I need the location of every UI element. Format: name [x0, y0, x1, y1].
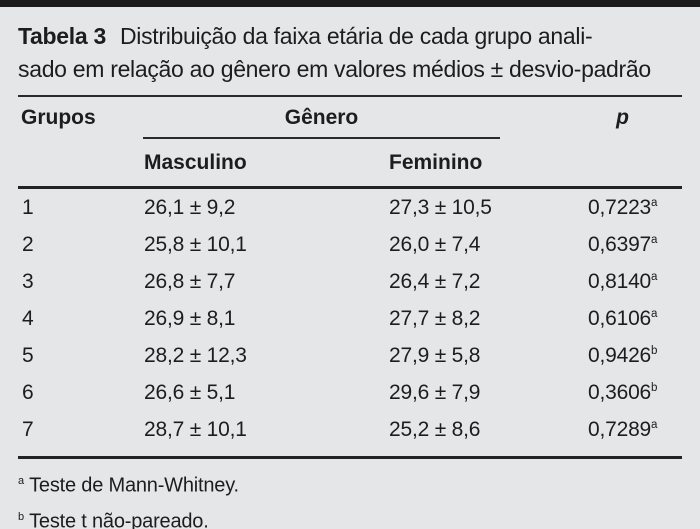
footnote-a-marker: a [18, 475, 25, 487]
cell-male: 26,1 ± 9,2 [144, 195, 236, 219]
header-groups: Grupos [21, 106, 96, 129]
footnote-b-text: Teste t não-pareado. [29, 510, 209, 529]
caption-rule [18, 95, 682, 97]
table-row: 7 28,7 ± 10,1 25,2 ± 8,6 0,7289a [18, 411, 682, 448]
cell-female: 26,4 ± 7,2 [389, 269, 481, 293]
p-value: 0,3606 [588, 380, 652, 404]
cell-group: 2 [22, 232, 34, 256]
top-rule [0, 0, 700, 7]
p-value: 0,9426 [588, 343, 652, 367]
table-row: 4 26,9 ± 8,1 27,7 ± 8,2 0,6106a [18, 300, 682, 337]
p-marker: b [651, 381, 658, 394]
cell-female: 27,7 ± 8,2 [389, 306, 481, 330]
footnote-a-text: Teste de Mann-Whitney. [29, 474, 239, 497]
caption-line-1: Tabela 3 Distribuição da faixa etária de … [18, 20, 682, 53]
cell-male: 26,9 ± 8,1 [144, 306, 236, 330]
caption-line-2: sado em relação ao gênero em valores méd… [18, 56, 651, 82]
cell-female: 26,0 ± 7,4 [389, 232, 481, 256]
table-subheader-row: Masculino Feminino [18, 139, 682, 186]
cell-group: 7 [22, 417, 34, 441]
cell-p: 0,3606b [583, 381, 682, 405]
p-value: 0,7289 [588, 417, 652, 441]
cell-male: 25,8 ± 10,1 [144, 232, 247, 256]
cell-p: 0,7289a [583, 418, 682, 442]
header-female: Feminino [389, 150, 483, 174]
table-row: 6 26,6 ± 5,1 29,6 ± 7,9 0,3606b [18, 374, 682, 411]
cell-female: 27,9 ± 5,8 [389, 343, 481, 367]
cell-p: 0,9426b [583, 344, 682, 368]
p-marker: a [651, 196, 658, 209]
table-row: 1 26,1 ± 9,2 27,3 ± 10,5 0,7223a [18, 189, 682, 226]
cell-female: 29,6 ± 7,9 [389, 380, 481, 404]
header-rule [18, 186, 682, 189]
p-value: 0,6106 [588, 306, 652, 330]
table-body: 1 26,1 ± 9,2 27,3 ± 10,5 0,7223a 2 25,8 … [18, 189, 682, 456]
table-row: 2 25,8 ± 10,1 26,0 ± 7,4 0,6397a [18, 226, 682, 263]
header-p: p [616, 106, 629, 129]
cell-group: 1 [22, 195, 34, 219]
cell-p: 0,6106a [583, 307, 682, 331]
p-value: 0,7223 [588, 195, 652, 219]
header-gender-span: Gênero [143, 106, 583, 139]
table-caption: Tabela 3 Distribuição da faixa etária de … [18, 20, 682, 86]
p-value: 0,8140 [588, 269, 652, 293]
footnotes: a Teste de Mann-Whitney. b Teste t não-par… [18, 466, 682, 529]
footer-rule [18, 456, 682, 459]
cell-group: 5 [22, 343, 34, 367]
p-marker: a [651, 418, 658, 431]
cell-p: 0,6397a [583, 233, 682, 257]
cell-female: 27,3 ± 10,5 [389, 195, 492, 219]
p-value: 0,6397 [588, 232, 652, 256]
cell-group: 4 [22, 306, 34, 330]
table-row: 3 26,8 ± 7,7 26,4 ± 7,2 0,8140a [18, 263, 682, 300]
p-marker: b [651, 344, 658, 357]
cell-male: 26,6 ± 5,1 [144, 380, 236, 404]
header-gender: Gênero [143, 106, 500, 139]
footnote-a: a Teste de Mann-Whitney. [18, 466, 682, 502]
cell-male: 28,2 ± 12,3 [144, 343, 247, 367]
footnote-b: b Teste t não-pareado. [18, 502, 682, 529]
cell-p: 0,7223a [583, 196, 682, 220]
table-header-row: Grupos Gênero p [18, 97, 682, 139]
cell-male: 26,8 ± 7,7 [144, 269, 236, 293]
header-male: Masculino [144, 150, 247, 174]
cell-group: 3 [22, 269, 34, 293]
cell-male: 28,7 ± 10,1 [144, 417, 247, 441]
p-marker: a [651, 307, 658, 320]
caption-line-1-text: Distribuição da faixa etária de cada gru… [119, 23, 593, 49]
cell-group: 6 [22, 380, 34, 404]
table-caption-label: Tabela 3 [18, 23, 106, 49]
footnote-b-marker: b [18, 510, 25, 523]
table-row: 5 28,2 ± 12,3 27,9 ± 5,8 0,9426b [18, 337, 682, 374]
cell-p: 0,8140a [583, 270, 682, 294]
p-marker: a [651, 270, 658, 283]
cell-female: 25,2 ± 8,6 [389, 417, 481, 441]
p-marker: a [651, 233, 658, 246]
